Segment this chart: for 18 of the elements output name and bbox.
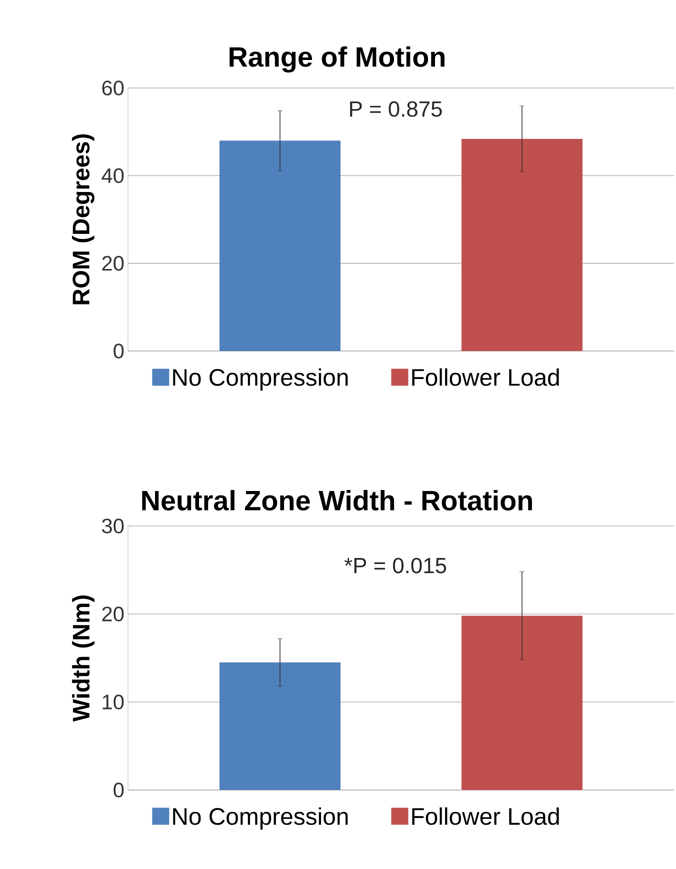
y-tick-label: 10 (102, 694, 124, 710)
legend-label: Follower Load (412, 807, 559, 825)
chart-title: Neutral Zone Width - Rotation (142, 490, 532, 510)
y-tick-label: 20 (102, 256, 124, 271)
chart-title: Range of Motion (230, 46, 445, 72)
legend-label: No Compression (173, 368, 348, 391)
legend-label: No Compression (173, 807, 348, 830)
y-tick-label: 0 (114, 344, 124, 358)
annotation: P = 0.875 (350, 101, 442, 117)
y-tick-label: 20 (102, 606, 124, 622)
y-axis-title: ROM (Degrees) (72, 134, 94, 304)
annotation: *P = 0.015 (344, 558, 446, 574)
y-tick-label: 0 (114, 782, 124, 798)
y-tick-label: 30 (102, 518, 124, 534)
y-tick-label: 60 (102, 80, 124, 96)
y-tick-label: 40 (102, 168, 124, 184)
legend-label: Follower Load (412, 368, 559, 386)
y-axis-title: Width (Nm) (72, 596, 94, 722)
